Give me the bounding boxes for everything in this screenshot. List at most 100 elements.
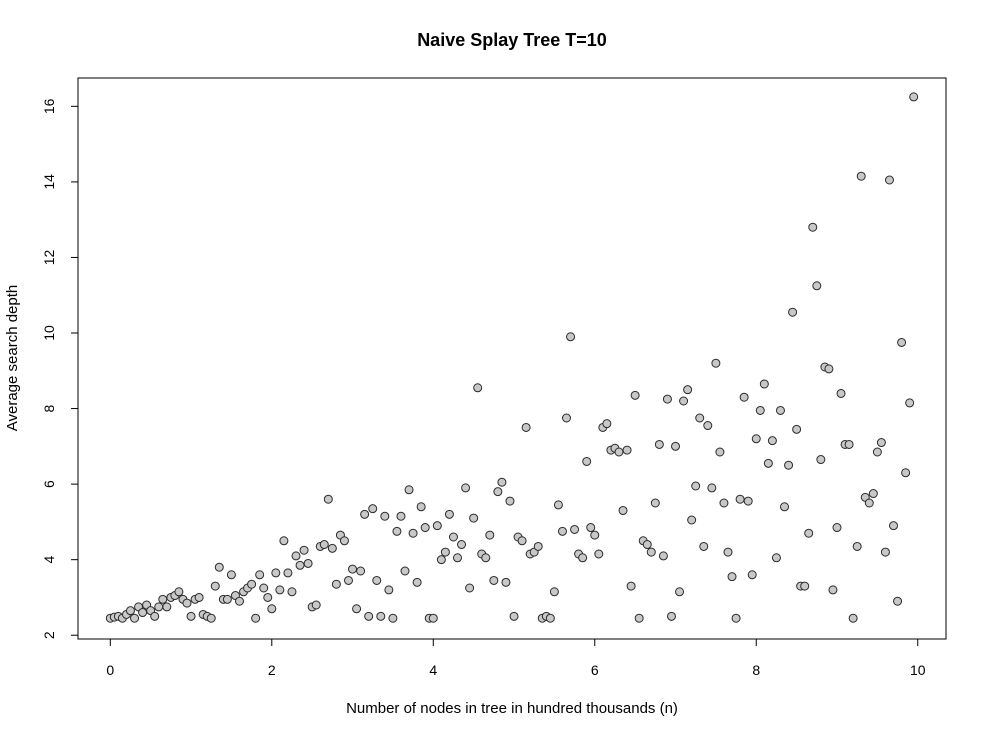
data-point (804, 528, 814, 538)
data-point (408, 528, 418, 538)
data-point (162, 602, 172, 612)
data-point (404, 485, 414, 495)
data-point (800, 581, 810, 591)
data-point (501, 577, 511, 587)
data-point (457, 540, 467, 550)
data-point (384, 585, 394, 595)
data-point (364, 611, 374, 621)
data-point (182, 598, 192, 608)
data-point (679, 396, 689, 406)
data-point (747, 570, 757, 580)
data-point (893, 596, 903, 606)
data-point (650, 498, 660, 508)
x-tick-label: 8 (752, 662, 760, 678)
data-point (784, 460, 794, 470)
data-point (654, 439, 664, 449)
x-tick-label: 2 (268, 662, 276, 678)
data-point (703, 421, 713, 431)
data-point (889, 521, 899, 531)
data-point (816, 455, 826, 465)
y-tick-label: 8 (41, 404, 57, 412)
data-point (259, 583, 269, 593)
y-tick-label: 12 (41, 249, 57, 265)
data-point (428, 613, 438, 623)
data-point (275, 585, 285, 595)
data-point (715, 447, 725, 457)
data-point (743, 496, 753, 506)
data-point (388, 613, 398, 623)
data-point (671, 441, 681, 451)
data-point (711, 358, 721, 368)
data-point (909, 92, 919, 102)
data-point (360, 509, 370, 519)
data-point (622, 445, 632, 455)
data-point (578, 553, 588, 563)
data-point (210, 581, 220, 591)
data-point (566, 332, 576, 342)
data-point (303, 558, 313, 568)
data-point (380, 511, 390, 521)
data-point (614, 447, 624, 457)
data-point (788, 307, 798, 317)
plot-frame (77, 77, 947, 640)
data-point (505, 496, 515, 506)
data-point (884, 175, 894, 185)
data-point (735, 494, 745, 504)
data-point (392, 526, 402, 536)
data-point (416, 502, 426, 512)
y-tick-label: 4 (41, 556, 57, 564)
data-point (675, 587, 685, 597)
data-point (602, 419, 612, 429)
x-tick-label: 10 (910, 662, 926, 678)
data-points (105, 92, 919, 623)
x-tick-label: 4 (429, 662, 437, 678)
data-point (234, 596, 244, 606)
data-point (372, 575, 382, 585)
data-point (461, 483, 471, 493)
data-point (279, 536, 289, 546)
data-point (247, 579, 257, 589)
data-point (444, 509, 454, 519)
y-tick-label: 10 (41, 325, 57, 341)
data-point (271, 568, 281, 578)
data-point (808, 222, 818, 232)
y-tick-label: 14 (41, 174, 57, 190)
data-point (509, 611, 519, 621)
data-point (723, 547, 733, 557)
data-point (150, 611, 160, 621)
data-point (323, 494, 333, 504)
data-point (331, 579, 341, 589)
data-point (453, 553, 462, 563)
data-point (130, 613, 140, 623)
data-point (759, 379, 769, 389)
y-tick-label: 16 (41, 98, 57, 114)
data-point (154, 602, 164, 612)
data-point (739, 392, 749, 402)
data-point (662, 394, 672, 404)
data-point (295, 560, 305, 570)
data-point (267, 604, 277, 614)
data-point (263, 592, 273, 602)
data-point (792, 424, 802, 434)
x-tick-label: 6 (591, 662, 599, 678)
data-point (469, 513, 479, 523)
data-point (763, 458, 773, 468)
data-point (848, 613, 858, 623)
data-point (626, 581, 636, 591)
data-point (836, 388, 846, 398)
data-point (396, 511, 406, 521)
data-point (255, 570, 265, 580)
data-point (828, 585, 838, 595)
data-point (876, 438, 886, 448)
data-point (493, 487, 503, 497)
data-point (897, 337, 907, 347)
data-point (549, 587, 559, 597)
data-point (376, 611, 386, 621)
data-point (864, 498, 874, 508)
data-point (642, 540, 652, 550)
data-point (356, 566, 366, 576)
data-point (872, 447, 882, 457)
data-point (590, 530, 600, 540)
data-point (222, 594, 232, 604)
